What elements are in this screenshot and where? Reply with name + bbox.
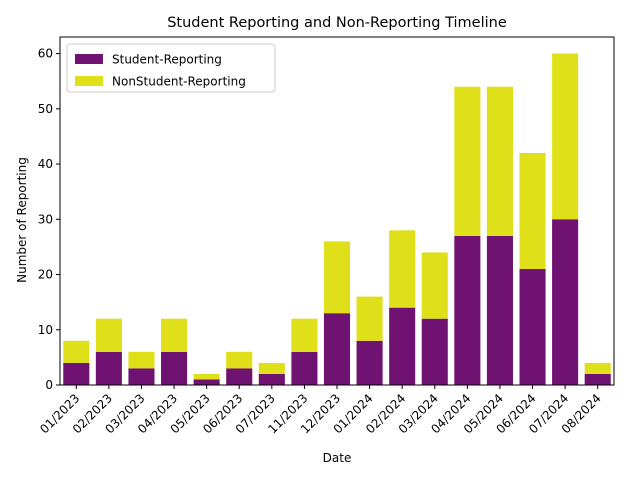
bar-nonstudent-4 bbox=[193, 373, 220, 380]
bar-student-11 bbox=[421, 318, 448, 385]
bar-nonstudent-0 bbox=[63, 340, 90, 363]
y-axis-ticks: 0 10 20 30 40 50 60 bbox=[38, 47, 60, 392]
bar-student-5 bbox=[226, 368, 253, 385]
y-axis-label: Number of Reporting bbox=[15, 157, 29, 283]
bar-student-1 bbox=[95, 351, 122, 385]
bar-nonstudent-5 bbox=[226, 351, 253, 369]
bar-nonstudent-16 bbox=[584, 362, 611, 374]
bar-student-3 bbox=[161, 351, 188, 385]
bar-nonstudent-10 bbox=[389, 230, 416, 308]
chart-title: Student Reporting and Non-Reporting Time… bbox=[167, 15, 507, 31]
bar-student-4 bbox=[193, 379, 220, 385]
legend-label-student: Student-Reporting bbox=[112, 53, 222, 67]
y-tick-label: 30 bbox=[38, 212, 53, 226]
y-tick-label: 20 bbox=[38, 268, 53, 282]
legend-label-nonstudent: NonStudent-Reporting bbox=[112, 75, 246, 89]
legend-swatch-nonstudent bbox=[75, 76, 103, 86]
bar-nonstudent-14 bbox=[519, 153, 546, 269]
bar-student-8 bbox=[323, 313, 351, 385]
bar-student-13 bbox=[486, 235, 513, 385]
y-tick-label: 50 bbox=[38, 102, 53, 116]
y-tick-label: 60 bbox=[38, 47, 53, 61]
legend-box bbox=[66, 43, 276, 93]
bar-nonstudent-8 bbox=[323, 241, 351, 314]
bar-student-9 bbox=[356, 340, 383, 385]
bar-student-7 bbox=[291, 351, 318, 385]
bar-student-12 bbox=[454, 235, 481, 385]
bar-student-14 bbox=[519, 269, 546, 385]
legend-swatch-student bbox=[75, 54, 103, 64]
bar-nonstudent-9 bbox=[356, 296, 383, 341]
bar-nonstudent-7 bbox=[291, 318, 318, 352]
bar-nonstudent-6 bbox=[258, 362, 285, 374]
x-axis-ticks: 01/202302/202303/202304/202305/202306/20… bbox=[37, 385, 604, 436]
bar-nonstudent-1 bbox=[95, 318, 122, 352]
x-axis-label: Date bbox=[323, 451, 352, 465]
bar-student-15 bbox=[552, 219, 579, 385]
legend: Student-Reporting NonStudent-Reporting bbox=[66, 43, 276, 93]
y-tick-label: 0 bbox=[45, 378, 53, 392]
bar-student-16 bbox=[584, 373, 611, 385]
bar-nonstudent-11 bbox=[421, 252, 448, 319]
bar-student-2 bbox=[128, 368, 155, 385]
bar-nonstudent-12 bbox=[454, 86, 481, 236]
bar-student-6 bbox=[258, 373, 285, 385]
bars-group bbox=[63, 53, 611, 385]
bar-nonstudent-3 bbox=[161, 318, 188, 352]
axes-frame bbox=[59, 36, 615, 386]
y-tick-label: 10 bbox=[38, 323, 53, 337]
bar-nonstudent-2 bbox=[128, 351, 155, 369]
bar-student-0 bbox=[63, 362, 90, 385]
bar-nonstudent-15 bbox=[552, 53, 579, 220]
bar-student-10 bbox=[389, 307, 416, 385]
y-tick-label: 40 bbox=[38, 157, 53, 171]
bar-nonstudent-13 bbox=[486, 86, 513, 236]
